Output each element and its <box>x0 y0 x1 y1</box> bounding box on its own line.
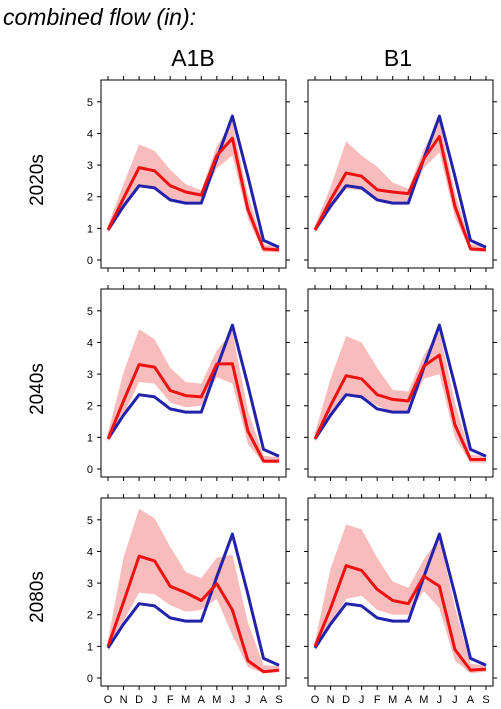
historical-line <box>106 323 280 458</box>
x-tick-label: A <box>467 694 475 706</box>
x-tick-label: M <box>388 694 397 706</box>
historical-line <box>313 323 487 458</box>
y-tick-label: 2 <box>87 610 93 622</box>
historical-line <box>313 114 487 249</box>
x-tick-label: O <box>311 694 320 706</box>
x-tick-label: N <box>327 694 335 706</box>
y-tick-label: 2 <box>87 401 93 413</box>
x-tick-label: J <box>245 694 251 706</box>
y-tick-label: 3 <box>87 578 93 590</box>
y-tick-label: 0 <box>87 673 93 685</box>
row-header-2040s: 2040s <box>27 363 48 415</box>
uncertainty-band <box>315 120 486 252</box>
x-tick-label: S <box>275 694 282 706</box>
x-tick-label: J <box>437 694 443 706</box>
column-header-a1b: A1B <box>171 45 214 71</box>
x-tick-label: F <box>167 694 174 706</box>
panel-frame <box>100 79 287 269</box>
row-header-2020s: 2020s <box>27 154 48 206</box>
scenario-line <box>106 554 280 674</box>
uncertainty-band <box>108 122 279 253</box>
panel-frame <box>307 288 494 478</box>
y-tick-label: 5 <box>87 306 93 318</box>
panel-a1b-2040s: 0 1 2 3 4 5 <box>87 285 290 481</box>
panel-frame <box>100 288 287 478</box>
x-tick-label: D <box>342 694 350 706</box>
historical-line <box>106 114 280 249</box>
row-header-2080s: 2080s <box>27 571 48 623</box>
x-tick-label: S <box>482 694 489 706</box>
y-tick-label: 5 <box>87 97 93 109</box>
y-tick-label: 0 <box>87 464 93 476</box>
x-tick-label: O <box>104 694 113 706</box>
y-tick-label: 3 <box>87 369 93 381</box>
y-tick-label: 4 <box>87 546 93 558</box>
y-tick-label: 0 <box>87 255 93 267</box>
scenario-line <box>313 135 487 252</box>
panel-frame <box>307 497 494 687</box>
x-tick-label: M <box>419 694 428 706</box>
y-tick-label: 1 <box>87 641 93 653</box>
y-tick-label: 5 <box>87 515 93 527</box>
x-tick-label: A <box>198 694 206 706</box>
scenario-line <box>313 353 486 461</box>
column-header-b1: B1 <box>384 45 412 71</box>
y-tick-label: 2 <box>87 192 93 204</box>
y-tick-label: 3 <box>87 160 93 172</box>
scenario-line <box>106 136 280 252</box>
y-tick-label: 4 <box>87 337 93 349</box>
x-tick-label: N <box>120 694 128 706</box>
panel-frame <box>100 497 287 687</box>
y-tick-label: 1 <box>87 432 93 444</box>
uncertainty-band <box>315 524 486 674</box>
chart-title: combined flow (in): <box>3 4 196 30</box>
x-tick-label: J <box>230 694 236 706</box>
uncertainty-band <box>315 331 486 463</box>
x-tick-label: M <box>181 694 190 706</box>
x-tick-label: J <box>152 694 158 706</box>
y-tick-label: 1 <box>87 223 93 235</box>
x-tick-label: A <box>260 694 268 706</box>
scenario-line <box>313 564 487 672</box>
y-tick-label: 4 <box>87 128 93 140</box>
panel-frame <box>307 79 494 269</box>
x-tick-label: J <box>359 694 365 706</box>
panel-b1-2020s <box>304 76 497 272</box>
x-tick-label: J <box>452 694 458 706</box>
x-tick-label: D <box>135 694 143 706</box>
historical-line <box>313 532 487 667</box>
panel-b1-2040s <box>304 285 497 481</box>
scenario-line <box>106 362 279 463</box>
uncertainty-band <box>108 508 279 674</box>
historical-line <box>106 532 280 667</box>
x-tick-label: A <box>405 694 413 706</box>
panel-a1b-2020s: 0 1 2 3 4 5 <box>87 76 290 272</box>
x-tick-label: M <box>212 694 221 706</box>
x-tick-label: F <box>374 694 381 706</box>
